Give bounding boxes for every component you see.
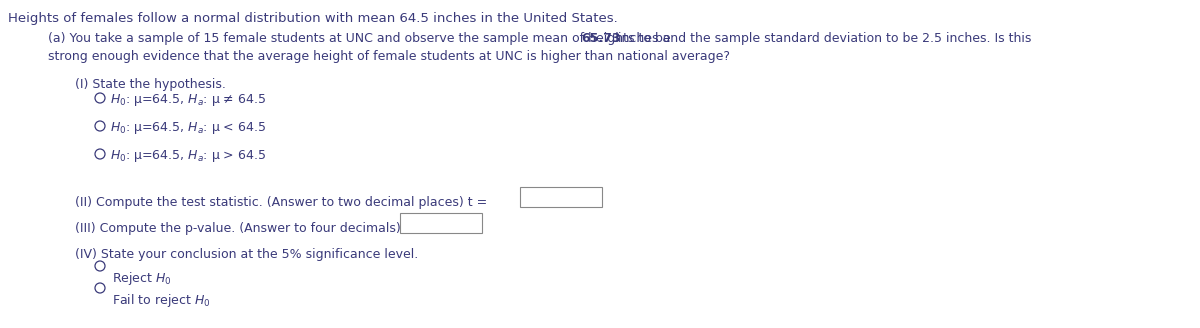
Text: strong enough evidence that the average height of female students at UNC is high: strong enough evidence that the average … <box>48 50 730 63</box>
Text: (a) You take a sample of 15 female students at UNC and observe the sample mean o: (a) You take a sample of 15 female stude… <box>48 32 674 45</box>
Text: (I) State the hypothesis.: (I) State the hypothesis. <box>74 78 226 91</box>
Text: Reject $H_0$: Reject $H_0$ <box>112 270 172 287</box>
Text: inches and the sample standard deviation to be 2.5 inches. Is this: inches and the sample standard deviation… <box>614 32 1031 45</box>
Text: $H_0$: μ=64.5, $H_a$: μ > 64.5: $H_0$: μ=64.5, $H_a$: μ > 64.5 <box>110 148 266 164</box>
Text: Fail to reject $H_0$: Fail to reject $H_0$ <box>112 292 210 309</box>
FancyBboxPatch shape <box>520 187 602 207</box>
FancyBboxPatch shape <box>400 213 482 233</box>
Text: (IV) State your conclusion at the 5% significance level.: (IV) State your conclusion at the 5% sig… <box>74 248 419 261</box>
Text: $H_0$: μ=64.5, $H_a$: μ < 64.5: $H_0$: μ=64.5, $H_a$: μ < 64.5 <box>110 120 266 136</box>
Text: Heights of females follow a normal distribution with mean 64.5 inches in the Uni: Heights of females follow a normal distr… <box>8 12 618 25</box>
Text: $H_0$: μ=64.5, $H_a$: μ ≠ 64.5: $H_0$: μ=64.5, $H_a$: μ ≠ 64.5 <box>110 92 266 108</box>
Text: 65.73: 65.73 <box>581 32 620 45</box>
Text: (II) Compute the test statistic. (Answer to two decimal places) t =: (II) Compute the test statistic. (Answer… <box>74 196 487 209</box>
Text: (III) Compute the p-value. (Answer to four decimals): (III) Compute the p-value. (Answer to fo… <box>74 222 401 235</box>
